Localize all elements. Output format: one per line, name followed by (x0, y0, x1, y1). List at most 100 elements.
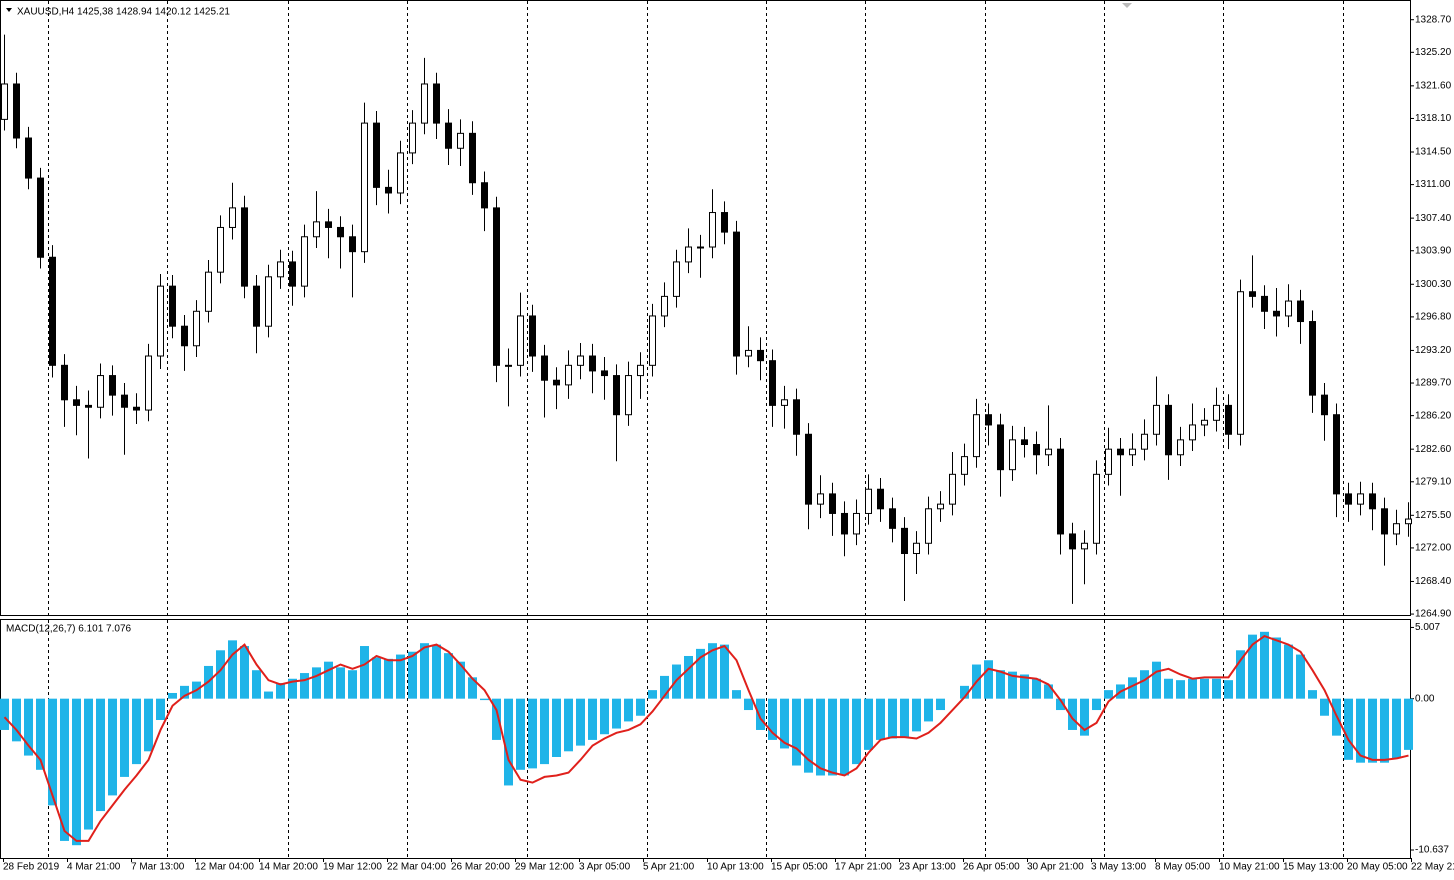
candle-body (1009, 439, 1016, 471)
candle-body (1093, 473, 1100, 544)
macd-bar (1308, 690, 1317, 699)
macd-bar (564, 698, 573, 752)
macd-bar (228, 640, 237, 699)
candle-body (673, 261, 680, 297)
macd-bar (648, 690, 657, 699)
macd-bar (996, 670, 1005, 699)
macd-bar (84, 698, 93, 830)
macd-bar (1128, 677, 1137, 699)
candle-body (337, 226, 344, 238)
y-tick-label: 1318.10 (1415, 113, 1452, 124)
y-tick-label: 1289.70 (1415, 378, 1452, 389)
macd-bar (984, 660, 993, 699)
macd-bar (636, 698, 645, 716)
macd-bar (540, 698, 549, 765)
candle-body (1105, 448, 1112, 475)
candle-body (853, 512, 860, 535)
macd-bar (552, 698, 561, 757)
macd-bar (1392, 698, 1401, 759)
macd-bar (324, 661, 333, 699)
macd-bar (744, 698, 753, 711)
candle-body (277, 261, 284, 278)
candle-body (589, 355, 596, 372)
macd-bar (348, 670, 357, 699)
candle-body (625, 375, 632, 416)
macd-bar (720, 644, 729, 699)
macd-bar (1224, 680, 1233, 699)
macd-bar (792, 698, 801, 766)
macd-bar (1164, 678, 1173, 699)
x-tick-label: 23 Apr 13:00 (899, 862, 956, 873)
macd-bar (1272, 637, 1281, 699)
y-tick-label: 1272.00 (1415, 543, 1452, 554)
candle-body (217, 226, 224, 273)
candle-body (49, 256, 56, 366)
macd-bar (624, 698, 633, 722)
candle-body (961, 456, 968, 475)
x-tick-label: 28 Feb 2019 (3, 862, 60, 873)
candle-body (421, 83, 428, 124)
x-tick-label: 22 May 21 (1411, 862, 1454, 873)
candle-body (937, 503, 944, 510)
x-tick-label: 4 Mar 21:00 (67, 862, 121, 873)
macd-bar (72, 698, 81, 846)
macd-bar (1248, 634, 1257, 699)
candle-body (613, 375, 620, 416)
macd-bar (780, 698, 789, 749)
y-tick-label: 1325.20 (1415, 47, 1452, 58)
macd-bar (1176, 680, 1185, 699)
x-tick-label: 19 Mar 12:00 (323, 862, 382, 873)
macd-bar (960, 685, 969, 699)
macd-bar (0, 698, 9, 730)
y-tick-label: 5.007 (1415, 622, 1440, 633)
candle-body (553, 379, 560, 386)
candle-body (721, 212, 728, 233)
candle-body (829, 493, 836, 514)
candle-body (781, 399, 788, 406)
candle-body (517, 315, 524, 366)
macd-bar (864, 698, 873, 750)
candle-body (889, 508, 896, 529)
macd-bar (1236, 650, 1245, 699)
candle-body (1261, 295, 1268, 312)
candle-body (253, 285, 260, 327)
macd-bar (1020, 674, 1029, 699)
x-tick-label: 26 Mar 20:00 (451, 862, 510, 873)
macd-bar (264, 691, 273, 699)
candle-body (1333, 414, 1340, 495)
candle-body (661, 295, 668, 317)
candle-body (25, 137, 32, 179)
candle-body (445, 122, 452, 149)
macd-bar (312, 667, 321, 699)
macd-bar (444, 653, 453, 699)
candle-body (1357, 493, 1364, 505)
candle-body (1057, 448, 1064, 535)
candle-body (1309, 321, 1316, 396)
macd-bar (660, 675, 669, 699)
menu-arrow[interactable] (6, 8, 12, 12)
x-tick-label: 22 Mar 04:00 (387, 862, 446, 873)
candle-body (1393, 523, 1400, 535)
candle-body (913, 542, 920, 555)
macd-bar (900, 698, 909, 738)
candle-body (505, 364, 512, 367)
macd-bar (144, 698, 153, 752)
macd-bar (576, 698, 585, 746)
candle-body (373, 122, 380, 188)
macd-bar (828, 698, 837, 776)
chart-shift-marker[interactable] (1122, 3, 1132, 8)
y-tick-label: 1296.80 (1415, 312, 1452, 323)
macd-bar (1356, 698, 1365, 763)
candle-body (1297, 300, 1304, 323)
y-tick-label: 1303.90 (1415, 245, 1452, 256)
candle-body (157, 285, 164, 357)
candle-body (181, 325, 188, 347)
candle-body (241, 207, 248, 287)
macd-bar (840, 698, 849, 776)
candle-body (1021, 439, 1028, 446)
candle-body (529, 315, 536, 357)
candle-body (325, 221, 332, 228)
candle-body (205, 271, 212, 312)
